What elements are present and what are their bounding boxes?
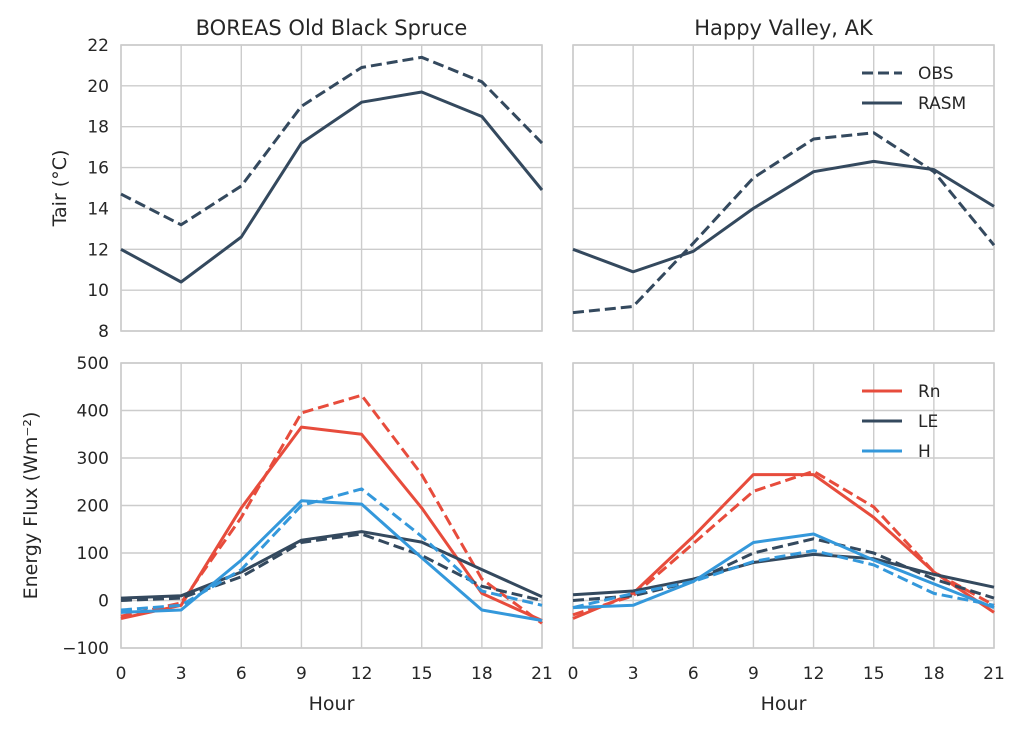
y-tick-label: 0: [98, 592, 109, 612]
panel-title: BOREAS Old Black Spruce: [196, 16, 468, 40]
x-axis-label: Hour: [761, 693, 807, 715]
series-line-le-dashed: [572, 537, 995, 602]
y-tick-label: 22: [87, 36, 109, 56]
x-tick-label: 12: [351, 664, 373, 684]
axes-frame: [120, 362, 543, 649]
axes-frame: [572, 44, 995, 332]
panel-tair-boreas: 8 10 12 14 16 18 20 22 BOREAS Old Black Spruce Ta…: [49, 16, 544, 342]
series-line-rn-dashed: [120, 393, 543, 625]
legend-label-h: H: [918, 442, 931, 462]
x-tick-label: 9: [748, 664, 759, 684]
series-line-h-dashed: [120, 487, 543, 612]
series-line-obs-dashed: [572, 131, 996, 315]
y-tick-label: 16: [87, 159, 109, 179]
legend-label-le: LE: [918, 412, 938, 432]
series-line-rn-solid: [572, 473, 995, 620]
x-tick-label: 18: [923, 664, 945, 684]
x-tick-label: 12: [803, 664, 825, 684]
gridlines: [572, 44, 995, 332]
y-axis-label: Tair (°C): [49, 150, 71, 228]
series-line-h-dashed: [572, 549, 995, 610]
x-tick-label: 6: [688, 664, 699, 684]
series-line-rasm-solid: [120, 90, 544, 284]
x-tick-label: 6: [236, 664, 247, 684]
x-tick-label: 15: [411, 664, 433, 684]
x-tick-label: 3: [176, 664, 187, 684]
panel-title: Happy Valley, AK: [694, 16, 874, 40]
x-tick-label: 0: [116, 664, 127, 684]
y-axis-label: Energy Flux (Wm⁻²): [20, 412, 42, 600]
panel-flux-happy-valley: 0 3 6 9 12 15 18 21 Hour Rn LE H: [568, 362, 1005, 715]
legend-label-obs: OBS: [918, 64, 954, 84]
y-tick-label: 18: [87, 118, 109, 138]
y-tick-label: 100: [77, 544, 109, 564]
legend-label-rn: Rn: [918, 382, 941, 402]
gridlines: [120, 362, 543, 649]
series-line-h-solid: [120, 499, 543, 622]
x-tick-label: 3: [628, 664, 639, 684]
series-line-le-solid: [120, 530, 543, 600]
y-tick-label: 400: [77, 402, 109, 422]
y-tick-label: 10: [87, 281, 109, 301]
x-tick-label: 21: [531, 664, 553, 684]
y-tick-label: 12: [87, 240, 109, 260]
panel-tair-happy-valley: Happy Valley, AK OBS RASM: [572, 16, 996, 332]
x-tick-label: 9: [296, 664, 307, 684]
y-tick-label: 500: [77, 354, 109, 374]
y-tick-label: 14: [87, 199, 109, 219]
series-line-h-solid: [572, 532, 995, 610]
series-line-rasm-solid: [572, 159, 995, 274]
legend: Rn LE H: [862, 382, 941, 462]
x-tick-label: 21: [983, 664, 1005, 684]
axes-frame: [572, 362, 995, 649]
y-tick-label: 8: [98, 322, 109, 342]
series-line-obs-dashed: [120, 55, 544, 227]
series-line-le-solid: [572, 552, 995, 597]
x-tick-label: 0: [568, 664, 579, 684]
legend: OBS RASM: [862, 64, 966, 114]
series-line-rn-solid: [120, 425, 543, 622]
x-axis-label: Hour: [309, 693, 355, 715]
legend-label-rasm: RASM: [918, 94, 966, 114]
y-tick-label: −100: [62, 639, 109, 659]
y-tick-label: 300: [77, 449, 109, 469]
y-tick-label: 20: [87, 77, 109, 97]
x-tick-label: 15: [863, 664, 885, 684]
panel-flux-boreas: 0 3 6 9 12 15 18 21 −100 0 100 200 300 400 500 Hour Ener…: [20, 354, 553, 715]
y-tick-label: 200: [77, 497, 109, 517]
x-tick-label: 18: [471, 664, 493, 684]
